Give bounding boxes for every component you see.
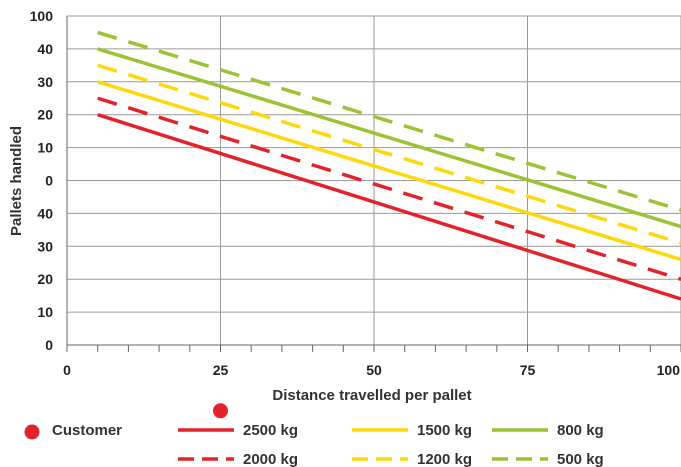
series-line-1500-kg xyxy=(97,80,681,262)
y-tick-labels: 0 10 20 30 40 0 10 20 30 40 100 xyxy=(30,8,54,353)
x-tick-label: 0 xyxy=(63,362,71,378)
y-tick-label: 40 xyxy=(37,41,53,57)
legend-label-1200-kg: 1200 kg xyxy=(417,451,472,467)
series-line-2500-kg xyxy=(97,113,681,301)
point-customer xyxy=(213,403,228,419)
y-tick-label: 10 xyxy=(37,304,53,320)
series-line-1200-kg xyxy=(97,63,681,245)
y-tick-label: 30 xyxy=(37,238,53,254)
series-line-2000-kg xyxy=(97,96,681,281)
legend-label-800-kg: 800 kg xyxy=(557,422,604,439)
y-tick-label: 20 xyxy=(37,107,53,123)
x-tick-label: 25 xyxy=(213,362,229,378)
series-line-500-kg xyxy=(97,30,681,212)
axes xyxy=(66,16,681,352)
legend-label-1500-kg: 1500 kg xyxy=(417,422,472,439)
legend-label-customer: Customer xyxy=(52,422,122,439)
y-tick-label: 20 xyxy=(37,271,53,287)
y-tick-label: 30 xyxy=(37,74,53,90)
x-tick-label: 50 xyxy=(366,362,382,378)
legend-label-2500-kg: 2500 kg xyxy=(243,422,298,439)
data-points xyxy=(213,403,228,419)
y-tick-label: 40 xyxy=(37,205,53,221)
legend-swatch-customer xyxy=(24,424,40,440)
y-tick-label: 0 xyxy=(45,173,53,189)
x-tick-labels: 0 25 50 75 100 xyxy=(63,362,680,378)
y-tick-label: 0 xyxy=(45,337,53,353)
legend: Customer 2500 kg 2000 kg 1500 kg 1200 kg 800 … xyxy=(24,422,604,467)
y-axis-title: Pallets handled xyxy=(8,126,25,236)
x-axis-title: Distance travelled per pallet xyxy=(272,387,471,404)
series-lines xyxy=(97,30,681,301)
x-tick-label: 75 xyxy=(520,362,536,378)
series-line-800-kg xyxy=(97,47,681,229)
y-tick-label: 10 xyxy=(37,140,53,156)
legend-label-500-kg: 500 kg xyxy=(557,451,604,467)
y-tick-label: 100 xyxy=(30,8,54,24)
legend-label-2000-kg: 2000 kg xyxy=(243,451,298,467)
x-tick-label: 100 xyxy=(657,362,681,378)
